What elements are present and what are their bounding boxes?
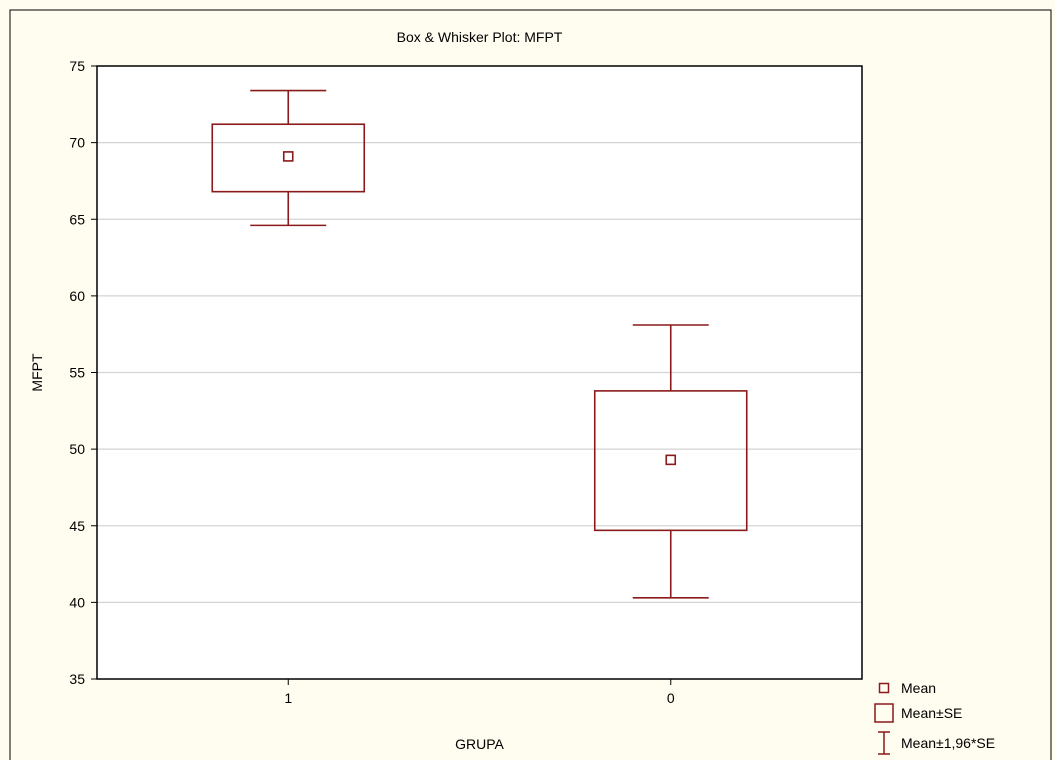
chart-frame [9, 9, 1052, 760]
y-tick-label-50: 50 [69, 441, 85, 457]
mean-point-1 [282, 151, 294, 162]
x-axis-label: GRUPA [455, 736, 504, 752]
y-tick-label-70: 70 [69, 135, 85, 151]
y-tick-label-65: 65 [69, 211, 85, 227]
box-group-0 [593, 324, 748, 599]
se-box-1 [211, 123, 366, 193]
x-tick-label-0: 0 [667, 690, 675, 706]
x-tick-label-1: 1 [284, 690, 292, 706]
y-tick-label-75: 75 [69, 58, 85, 74]
gridlines [97, 142, 862, 603]
se-box-0 [593, 390, 748, 532]
chart-title: Box & Whisker Plot: MFPT [397, 29, 563, 45]
boxes [211, 89, 748, 599]
y-axis-ticks: 35 40 45 50 55 60 65 70 75 [69, 58, 97, 687]
plot-border [96, 65, 863, 680]
legend-se-box-icon [874, 703, 894, 723]
legend-label-0: Mean [901, 680, 936, 696]
legend-label-2: Mean±1,96*SE [901, 735, 995, 751]
y-tick-label-35: 35 [69, 671, 85, 687]
y-tick-label-60: 60 [69, 288, 85, 304]
y-tick-label-45: 45 [69, 518, 85, 534]
legend: Mean Mean±SE Mean±1,96*SE [874, 680, 995, 755]
mean-point-0 [665, 454, 677, 466]
y-axis-label: MFPT [29, 353, 45, 392]
legend-mean-icon [878, 682, 890, 694]
y-tick-label-40: 40 [69, 594, 85, 610]
legend-label-1: Mean±SE [901, 705, 962, 721]
box-group-1 [211, 89, 366, 227]
y-tick-label-55: 55 [69, 365, 85, 381]
